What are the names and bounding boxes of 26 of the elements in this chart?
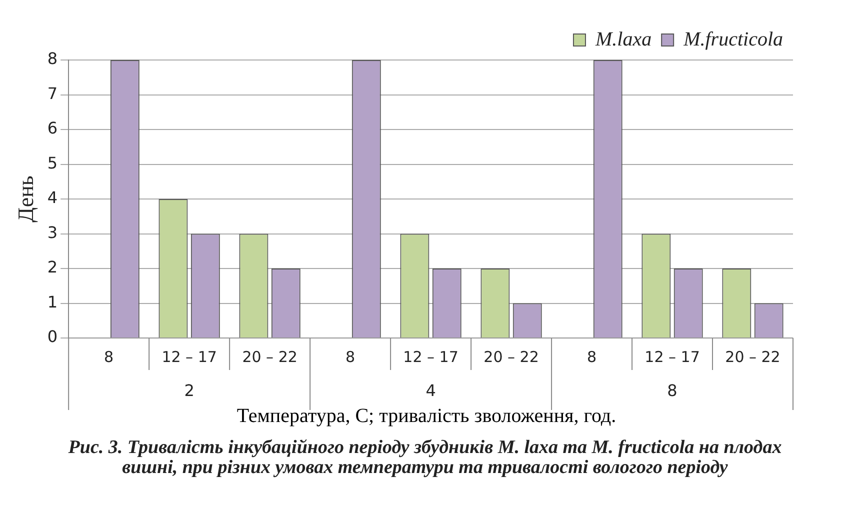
text: 2: [184, 381, 194, 400]
x-tick-label: 8: [346, 348, 356, 366]
text: 8: [667, 381, 678, 400]
x-tick-label: 20 – 22: [725, 348, 780, 366]
x-axis-title: Температура, С; тривалість зволоження, год.: [236, 405, 618, 428]
y-axis-title: День: [12, 176, 38, 222]
x-tick-label: 12 – 17: [162, 348, 217, 366]
legend-label: M.laxa: [594, 28, 652, 50]
x-tick-label: 12 – 17: [403, 348, 458, 366]
y-tick-label: 4: [47, 188, 58, 208]
y-tick-label: 5: [47, 153, 58, 172]
legend-label: M.fructicola: [682, 28, 784, 50]
text: Рис. 3. Тривалість інкубаційного періоду збудників M. laxa та M. fructicola на плодах вишні, при різних умовах температури та тривалості вологого періоду: [67, 437, 783, 478]
y-tick-label: 0: [47, 327, 58, 346]
x-tick-label: 8: [104, 348, 114, 366]
y-tick-label: 7: [47, 84, 58, 103]
text: 4: [426, 381, 436, 400]
y-tick-label: 6: [47, 118, 58, 138]
x-tick-label: 20 – 22: [484, 348, 539, 366]
y-tick-label: 3: [47, 222, 58, 242]
y-tick-label: 1: [47, 292, 58, 312]
y-tick-label: 8: [47, 49, 58, 68]
x-tick-label: 20 – 22: [242, 348, 298, 366]
y-tick-label: 2: [47, 258, 58, 277]
x-tick-label: 12 – 17: [644, 348, 700, 366]
x-tick-label: 8: [587, 348, 597, 366]
